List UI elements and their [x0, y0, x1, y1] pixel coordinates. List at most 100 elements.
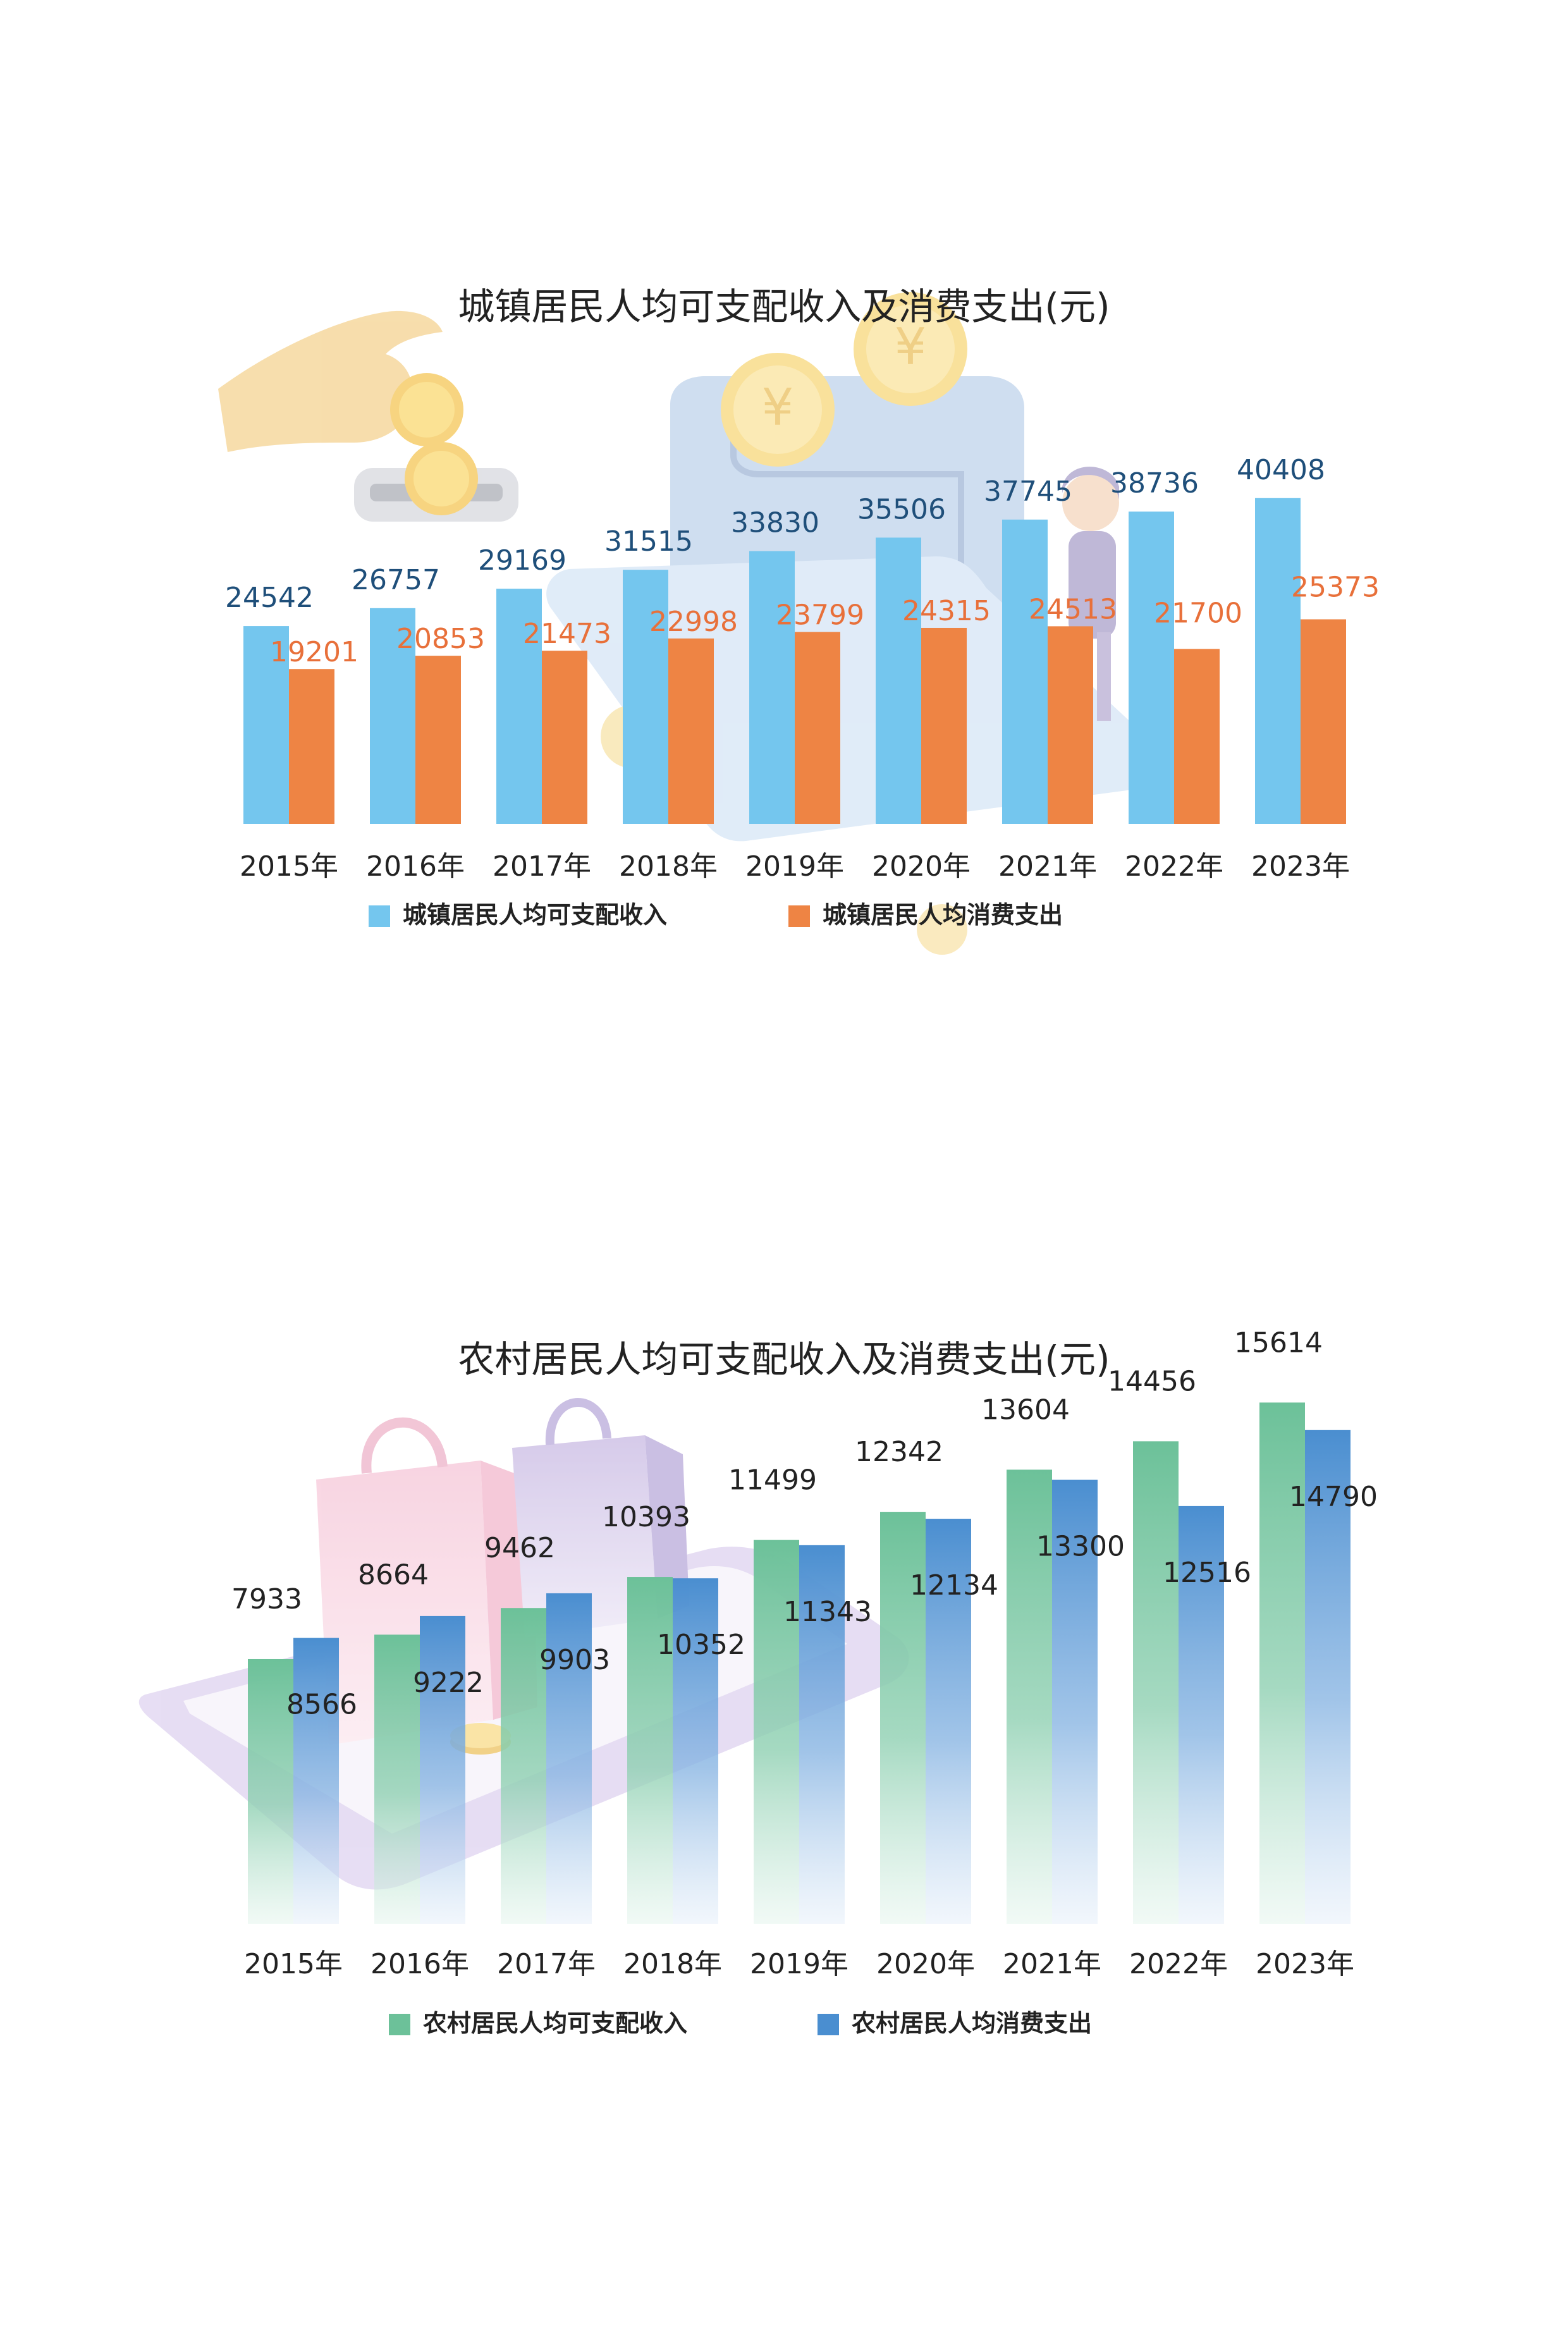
- data-label: 8664: [358, 1559, 429, 1591]
- x-tick-label: 2020年: [872, 850, 971, 883]
- bar-income-2021年: [1007, 1469, 1052, 1924]
- data-label: 14790: [1289, 1481, 1378, 1513]
- bar-expenditure-2017年: [542, 651, 587, 824]
- x-tick-label: 2023年: [1251, 850, 1350, 883]
- bar-expenditure-2016年: [415, 656, 461, 824]
- bar-expenditure-2021年: [1048, 626, 1093, 824]
- bar-expenditure-2017年: [546, 1593, 592, 1924]
- bar-income-2023年: [1259, 1402, 1305, 1924]
- bar-income-2020年: [880, 1512, 926, 1924]
- data-label: 37745: [984, 475, 1072, 508]
- x-tick-label: 2019年: [745, 850, 844, 883]
- data-label: 13604: [981, 1394, 1070, 1426]
- x-tick-label: 2019年: [750, 1948, 848, 1980]
- bar-income-2018年: [623, 570, 668, 824]
- chart-title: 城镇居民人均可支配收入及消费支出(元): [458, 285, 1110, 328]
- legend-swatch: [788, 905, 810, 927]
- data-label: 40408: [1237, 454, 1325, 486]
- data-label: 11499: [728, 1464, 817, 1497]
- x-tick-label: 2015年: [244, 1948, 343, 1980]
- bar-expenditure-2015年: [293, 1638, 339, 1924]
- bar-expenditure-2021年: [1052, 1480, 1098, 1924]
- data-label: 9903: [539, 1644, 610, 1676]
- bar-expenditure-2023年: [1305, 1430, 1351, 1924]
- data-label: 24542: [225, 582, 314, 614]
- bar-income-2022年: [1129, 512, 1174, 824]
- data-label: 20853: [396, 623, 485, 655]
- bar-expenditure-2019年: [799, 1545, 845, 1924]
- x-tick-label: 2018年: [623, 1948, 722, 1980]
- bar-expenditure-2022年: [1174, 649, 1220, 824]
- gold-coin-icon: [405, 442, 478, 515]
- data-label: 35506: [857, 493, 946, 525]
- x-tick-label: 2022年: [1125, 850, 1223, 883]
- svg-text:¥: ¥: [762, 378, 794, 437]
- bar-income-2016年: [374, 1634, 420, 1924]
- bar-expenditure-2015年: [289, 669, 334, 824]
- yen-coin-icon: ¥: [721, 353, 835, 467]
- bar-expenditure-2020年: [921, 627, 967, 824]
- bar-expenditure-2018年: [673, 1578, 718, 1924]
- x-tick-label: 2016年: [366, 850, 465, 883]
- data-label: 24315: [902, 595, 991, 627]
- x-tick-label: 2021年: [998, 850, 1097, 883]
- bar-expenditure-2022年: [1179, 1505, 1224, 1924]
- svg-text:¥: ¥: [895, 317, 927, 376]
- data-label: 19201: [270, 636, 358, 668]
- data-label: 12134: [910, 1569, 998, 1602]
- data-label: 22998: [649, 606, 738, 638]
- data-label: 9222: [413, 1667, 484, 1699]
- data-label: 24513: [1029, 593, 1117, 625]
- bar-income-2016年: [370, 608, 415, 824]
- bar-expenditure-2020年: [926, 1519, 971, 1924]
- legend-swatch: [369, 905, 390, 927]
- x-tick-label: 2020年: [876, 1948, 975, 1980]
- data-label: 12516: [1163, 1557, 1251, 1589]
- bar-income-2017年: [496, 589, 542, 824]
- bar-income-2015年: [248, 1658, 293, 1924]
- bar-expenditure-2023年: [1301, 619, 1346, 824]
- data-label: 7933: [231, 1583, 302, 1615]
- data-label: 31515: [604, 525, 693, 558]
- data-label: 13300: [1036, 1530, 1125, 1562]
- hand-icon: [218, 310, 443, 452]
- bar-income-2020年: [876, 537, 921, 824]
- x-tick-label: 2022年: [1129, 1948, 1228, 1980]
- legend-label: 农村居民人均可支配收入: [423, 2009, 687, 2037]
- bar-income-2018年: [627, 1577, 673, 1924]
- bar-income-2015年: [243, 626, 289, 824]
- bar-income-2022年: [1133, 1441, 1179, 1924]
- bar-income-2017年: [501, 1608, 546, 1924]
- data-label: 10352: [657, 1629, 745, 1661]
- bar-income-2023年: [1255, 498, 1301, 824]
- data-label: 38736: [1110, 467, 1199, 499]
- data-label: 21700: [1154, 597, 1242, 629]
- data-label: 15614: [1234, 1327, 1323, 1359]
- yen-coin-icon: ¥: [854, 292, 967, 406]
- x-tick-label: 2021年: [1003, 1948, 1101, 1980]
- x-tick-label: 2023年: [1256, 1948, 1354, 1980]
- shopping-bag-icon: [512, 1398, 689, 1638]
- data-label: 12342: [855, 1436, 943, 1468]
- data-label: 10393: [602, 1501, 690, 1533]
- bar-income-2019年: [754, 1540, 799, 1924]
- urban-income-expenditure-chart: 城镇居民人均可支配收入及消费支出(元) 24542 19201 2015年 26757 2…: [225, 285, 1380, 929]
- bar-expenditure-2018年: [668, 638, 714, 824]
- data-label: 25373: [1291, 571, 1380, 603]
- data-label: 21473: [523, 618, 611, 650]
- data-label: 33830: [731, 507, 819, 539]
- bar-expenditure-2016年: [420, 1615, 465, 1924]
- legend-label: 城镇居民人均可支配收入: [403, 901, 667, 929]
- x-tick-label: 2018年: [619, 850, 718, 883]
- data-label: 23799: [776, 599, 864, 632]
- data-label: 14456: [1108, 1365, 1196, 1397]
- data-label: 9462: [484, 1532, 555, 1564]
- bar-income-2019年: [749, 551, 795, 824]
- bar-expenditure-2019年: [795, 632, 840, 824]
- rural-income-expenditure-chart: 农村居民人均可支配收入及消费支出(元) 7933 8566 2015年 8664 9222…: [231, 1327, 1378, 2037]
- data-label: 8566: [286, 1689, 357, 1721]
- bar-income-2021年: [1002, 519, 1048, 824]
- gold-coin-icon: [390, 373, 463, 446]
